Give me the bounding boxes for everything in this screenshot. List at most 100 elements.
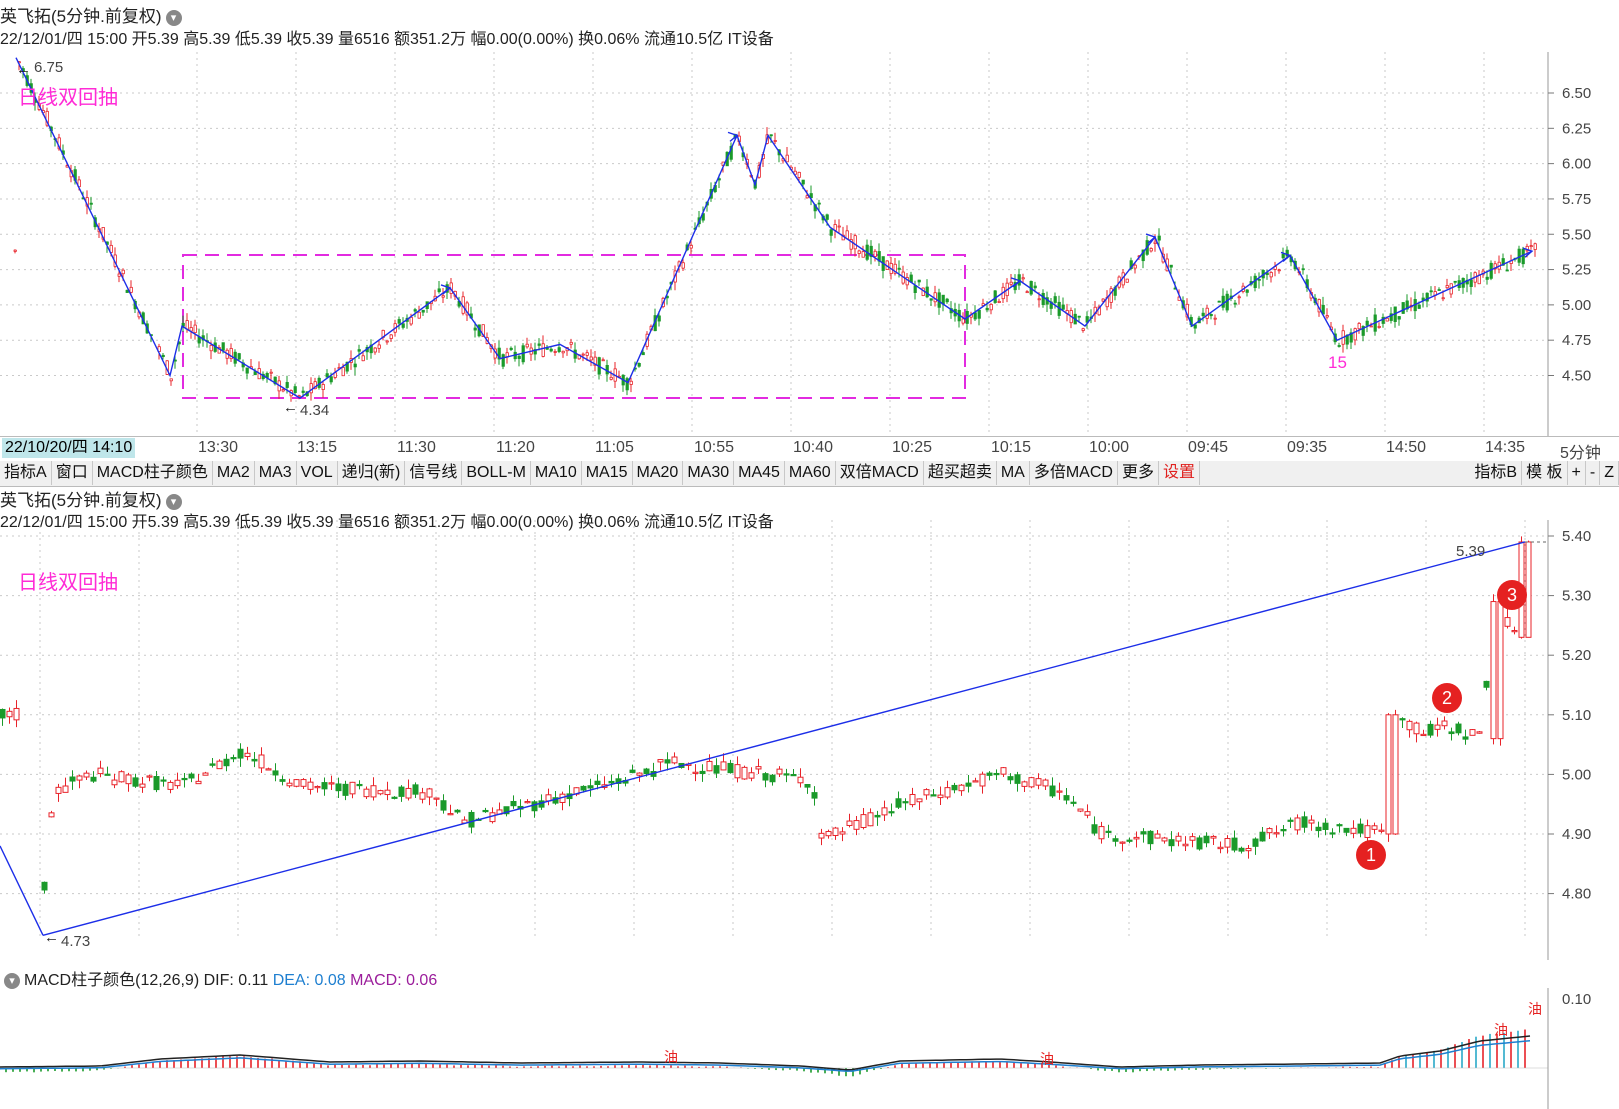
arrow-head [440,284,452,295]
toolbar-item-ma45[interactable]: MA45 [734,461,785,485]
candle-body [90,776,97,782]
toolbar-item-boll-m[interactable]: BOLL-M [462,461,531,485]
candle-body [706,760,713,772]
toolbar-item-signal[interactable]: 信号线 [405,461,463,485]
macd-chart[interactable]: 0.10 油 油 油 油 [0,988,1619,1109]
candle-body [209,763,216,766]
candle-body [637,362,641,367]
candle-body [409,316,413,325]
candle-body [923,789,930,796]
candle-body [356,783,363,787]
toolbar-item-template[interactable]: 模 板 [1522,461,1568,485]
y-tick-label: 5.10 [1562,707,1591,724]
top-chart-title-row: 英飞拓(5分钟.前复权) ▾ [0,6,182,28]
toolbar-settings-button[interactable]: 设置 [1159,461,1200,485]
candle-body [873,250,877,257]
candle-body [561,350,565,354]
toolbar-zoom-in-button[interactable]: + [1568,461,1586,485]
candle-body [853,235,857,250]
candle-body [1434,724,1441,730]
candle-body [993,772,1000,776]
time-tick: 10:00 [1089,439,1130,456]
candle-body [1147,830,1154,845]
toolbar-item-double-macd[interactable]: 双倍MACD [836,461,924,485]
period-label[interactable]: 5分钟 [1560,445,1601,462]
toolbar-item-multi-macd[interactable]: 多倍MACD [1030,461,1118,485]
toolbar-item-ma30[interactable]: MA30 [683,461,735,485]
candle-body [335,783,342,792]
candle-body [1231,837,1238,851]
settings-gear-icon[interactable]: ▾ [165,9,182,26]
candle-body [385,340,389,343]
candle-body [837,225,841,228]
candle-body [525,343,529,348]
bottom-low-arrow: ← [44,929,59,946]
toolbar-item-ma3[interactable]: MA3 [255,461,297,485]
toolbar-item-macd-color[interactable]: MACD柱子颜色 [93,461,213,485]
candle-body [1425,292,1429,302]
candle-body [433,797,440,800]
y-tick-label: 6.50 [1562,85,1591,102]
toolbar-zoom-out-button[interactable]: - [1586,461,1601,485]
candle-body [965,782,972,787]
toolbar-item-indicator-b[interactable]: 指标B [1470,461,1523,485]
time-tick: 10:55 [694,439,735,456]
candle-body [1462,736,1469,740]
candle-body [293,386,297,393]
candle-body [111,779,118,786]
candle-body [699,770,706,775]
toolbar-z-button[interactable]: Z [1600,461,1619,485]
candle-body [153,776,160,791]
candle-body [1205,307,1209,319]
candle-body [1265,272,1269,276]
candle-body [117,273,121,277]
toolbar-item-vol[interactable]: VOL [297,461,338,485]
candle-body [804,784,811,788]
candle-body [1397,316,1401,320]
y-tick-label: 5.00 [1562,766,1591,783]
toolbar-item-window[interactable]: 窗口 [52,461,93,485]
macd-gear-icon[interactable]: ▾ [4,972,20,989]
toolbar-item-indicator-a[interactable]: 指标A [0,461,52,485]
toolbar-item-ma10[interactable]: MA10 [531,461,582,485]
candle-body [1357,323,1361,330]
bottom-candles [0,536,1532,894]
candle-body [1455,723,1462,734]
top-candle-chart[interactable]: 6.50 6.25 6.00 5.75 5.50 5.25 5.00 4.75 4.50 6.7… [0,52,1619,436]
time-tick: 10:15 [991,439,1032,456]
time-tick: 13:30 [198,439,239,456]
candle-body [221,342,225,351]
candle-body [1157,235,1161,241]
candle-body [1084,811,1091,816]
candle-body [977,309,981,319]
top-low-label: 4.34 [300,402,329,419]
settings-gear-icon[interactable]: ▾ [165,493,182,510]
toolbar-item-ma15[interactable]: MA15 [582,461,633,485]
candle-body [109,244,113,253]
candle-body [118,771,125,783]
candle-body [223,758,230,767]
toolbar-item-ma[interactable]: MA [997,461,1030,485]
toolbar-item-overbought[interactable]: 超买超卖 [924,461,997,485]
candle-body [893,263,897,274]
candle-body [1217,300,1221,303]
toolbar-item-ma2[interactable]: MA2 [213,461,255,485]
toolbar-item-ma20[interactable]: MA20 [633,461,684,485]
candle-body [181,777,188,781]
candle-body [1224,838,1231,848]
candle-body [1125,278,1129,283]
toolbar-item-recursive[interactable]: 递归(新) [338,461,406,485]
candle-body [510,800,517,807]
bottom-candle-chart[interactable]: 5.40 5.30 5.20 5.10 5.00 4.90 4.80 5.39 4.73 ←… [0,520,1619,960]
toolbar-item-more[interactable]: 更多 [1118,461,1159,485]
candle-body [569,341,573,345]
candle-body [681,262,685,269]
candle-body [581,353,585,356]
candle-body [1077,808,1084,812]
candle-body [1009,281,1013,285]
candle-body [421,309,425,313]
candle-body [473,327,477,331]
toolbar-item-ma60[interactable]: MA60 [785,461,836,485]
candle-body [503,806,510,815]
candle-body [1025,291,1029,294]
